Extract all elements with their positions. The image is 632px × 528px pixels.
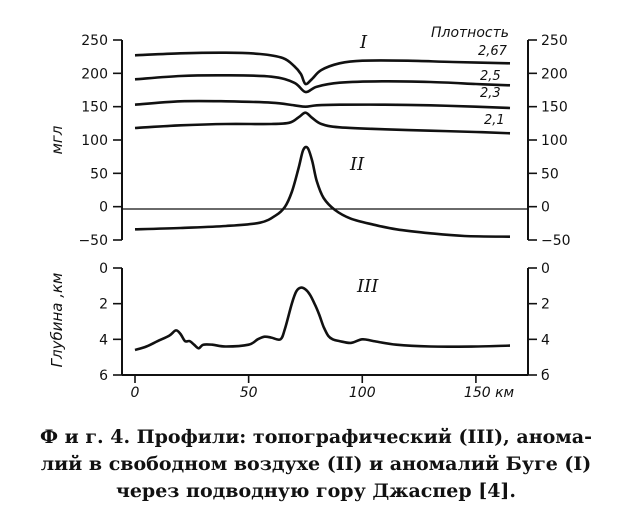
legend-title-density: Плотность: [431, 25, 509, 41]
ytick-label-right: 0: [541, 200, 550, 216]
ytick-label-right: 50: [541, 166, 559, 182]
depth-label-right: 2: [541, 297, 550, 313]
ytick-label-left: 100: [81, 133, 108, 149]
series-line-3: [134, 111, 511, 135]
ytick-label-left: 0: [99, 200, 108, 216]
xtick-label: 50: [240, 385, 258, 401]
xtick-label: 150 км: [464, 385, 515, 401]
depth-label-left: 2: [99, 297, 108, 313]
ytick-label-right: 200: [541, 66, 568, 82]
series-line-2: [134, 99, 511, 110]
ytick-label-left: 50: [90, 166, 108, 182]
depth-label-right: 0: [541, 261, 550, 277]
ytick-label-right: 100: [541, 133, 568, 149]
xtick-label: 100: [349, 385, 376, 401]
depth-label-left: 0: [99, 261, 108, 277]
density-label-1: 2,5: [480, 69, 501, 84]
curve-label-II: II: [349, 154, 365, 175]
curve-label-I: I: [359, 32, 368, 53]
y-axis-label-lower: Глубина ,км: [48, 273, 66, 368]
lower-lines: [134, 286, 511, 352]
depth-label-left: 4: [99, 332, 108, 348]
depth-panel: Глубина ,км III 0 0 2 2 4 4 6 б 0 50 100 150 км: [48, 261, 550, 401]
ytick-label-left: 150: [81, 100, 108, 116]
caption-line-1: Ф и г. 4. Профили: топографический (III)…: [40, 426, 592, 448]
depth-profile-line: [134, 286, 511, 352]
curve-label-III: III: [356, 276, 379, 297]
ytick-label-right: 150: [541, 100, 568, 116]
depth-label-right: б: [541, 368, 550, 384]
depth-label-right: 4: [541, 332, 550, 348]
gravity-panel: мгл Плотность I II 250 250 200 200 150 150 100…: [48, 25, 571, 249]
ytick-label-right: 250: [541, 33, 568, 49]
depth-label-left: 6: [99, 368, 108, 384]
caption-line-3: через подводную гору Джаспер [4].: [115, 480, 517, 502]
caption-line-2: лий в свободном воздухе (II) и аномалий …: [40, 453, 592, 475]
series-line-0: [134, 51, 511, 86]
ytick-label-left: 250: [81, 33, 108, 49]
density-label-3: 2,1: [484, 113, 505, 128]
lower-ticks: 0 0 2 2 4 4 6 б 0 50 100 150 км: [99, 261, 550, 401]
density-label-2: 2,3: [480, 86, 501, 101]
series-line-1: [134, 73, 511, 94]
series-line-4: [134, 145, 511, 238]
ytick-label-left: 200: [81, 66, 108, 82]
ytick-label-right: −50: [541, 233, 571, 249]
y-axis-label-upper: мгл: [48, 125, 66, 154]
figure-caption: Ф и г. 4. Профили: топографический (III)…: [0, 424, 632, 505]
density-label-0: 2,67: [478, 44, 508, 59]
upper-lines: 2,67 2,5 2,3 2,1: [134, 44, 511, 238]
ytick-label-left: −50: [78, 233, 108, 249]
upper-ticks: 250 250 200 200 150 150 100 100 50 50 0 0 −50 −50: [78, 33, 570, 249]
xtick-label: 0: [131, 385, 140, 401]
